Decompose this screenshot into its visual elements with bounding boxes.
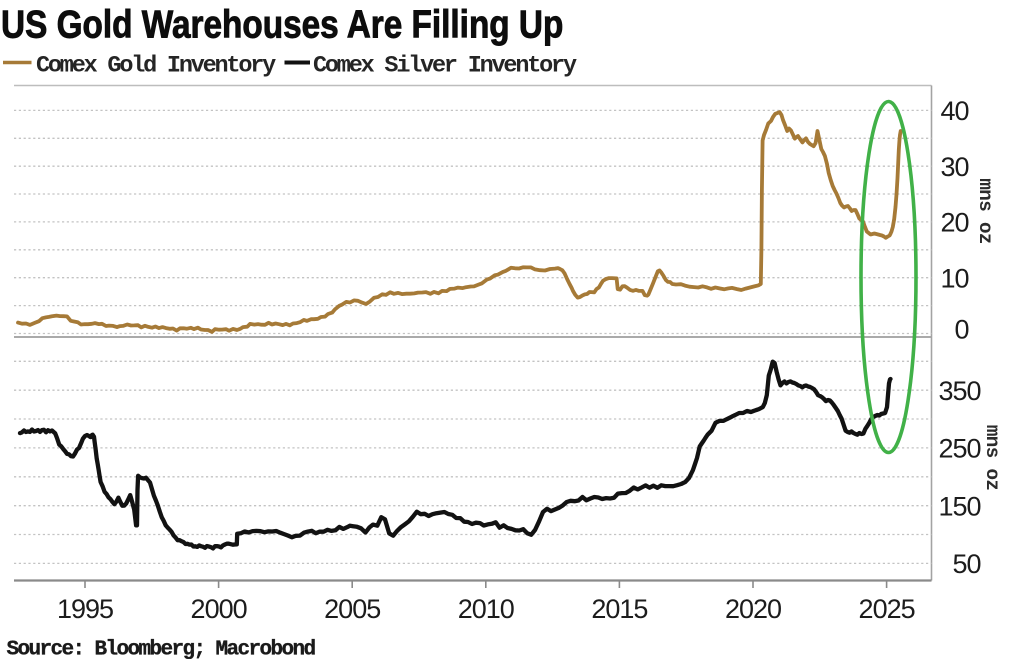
svg-text:20: 20 [940,208,968,238]
svg-text:40: 40 [940,96,968,126]
svg-text:2020: 2020 [725,594,781,624]
svg-text:150: 150 [938,491,980,521]
svg-text:30: 30 [940,152,968,182]
svg-text:Comex Gold Inventory: Comex Gold Inventory [36,53,276,80]
svg-text:mns oz: mns oz [981,425,1003,491]
svg-text:Source: Bloomberg; Macrobond: Source: Bloomberg; Macrobond [7,639,316,660]
svg-text:US Gold Warehouses Are Filling: US Gold Warehouses Are Filling Up [1,2,563,46]
svg-text:2000: 2000 [191,594,247,624]
svg-text:2010: 2010 [458,594,514,624]
svg-text:250: 250 [938,434,980,464]
svg-text:mns oz: mns oz [974,178,996,244]
svg-text:2005: 2005 [324,594,380,624]
svg-text:350: 350 [938,376,980,406]
svg-text:Comex Silver Inventory: Comex Silver Inventory [313,53,577,80]
svg-text:50: 50 [952,549,980,579]
svg-text:10: 10 [940,263,968,293]
svg-text:2015: 2015 [591,594,647,624]
svg-text:2025: 2025 [859,594,915,624]
svg-text:1995: 1995 [57,594,113,624]
svg-text:0: 0 [954,315,968,345]
